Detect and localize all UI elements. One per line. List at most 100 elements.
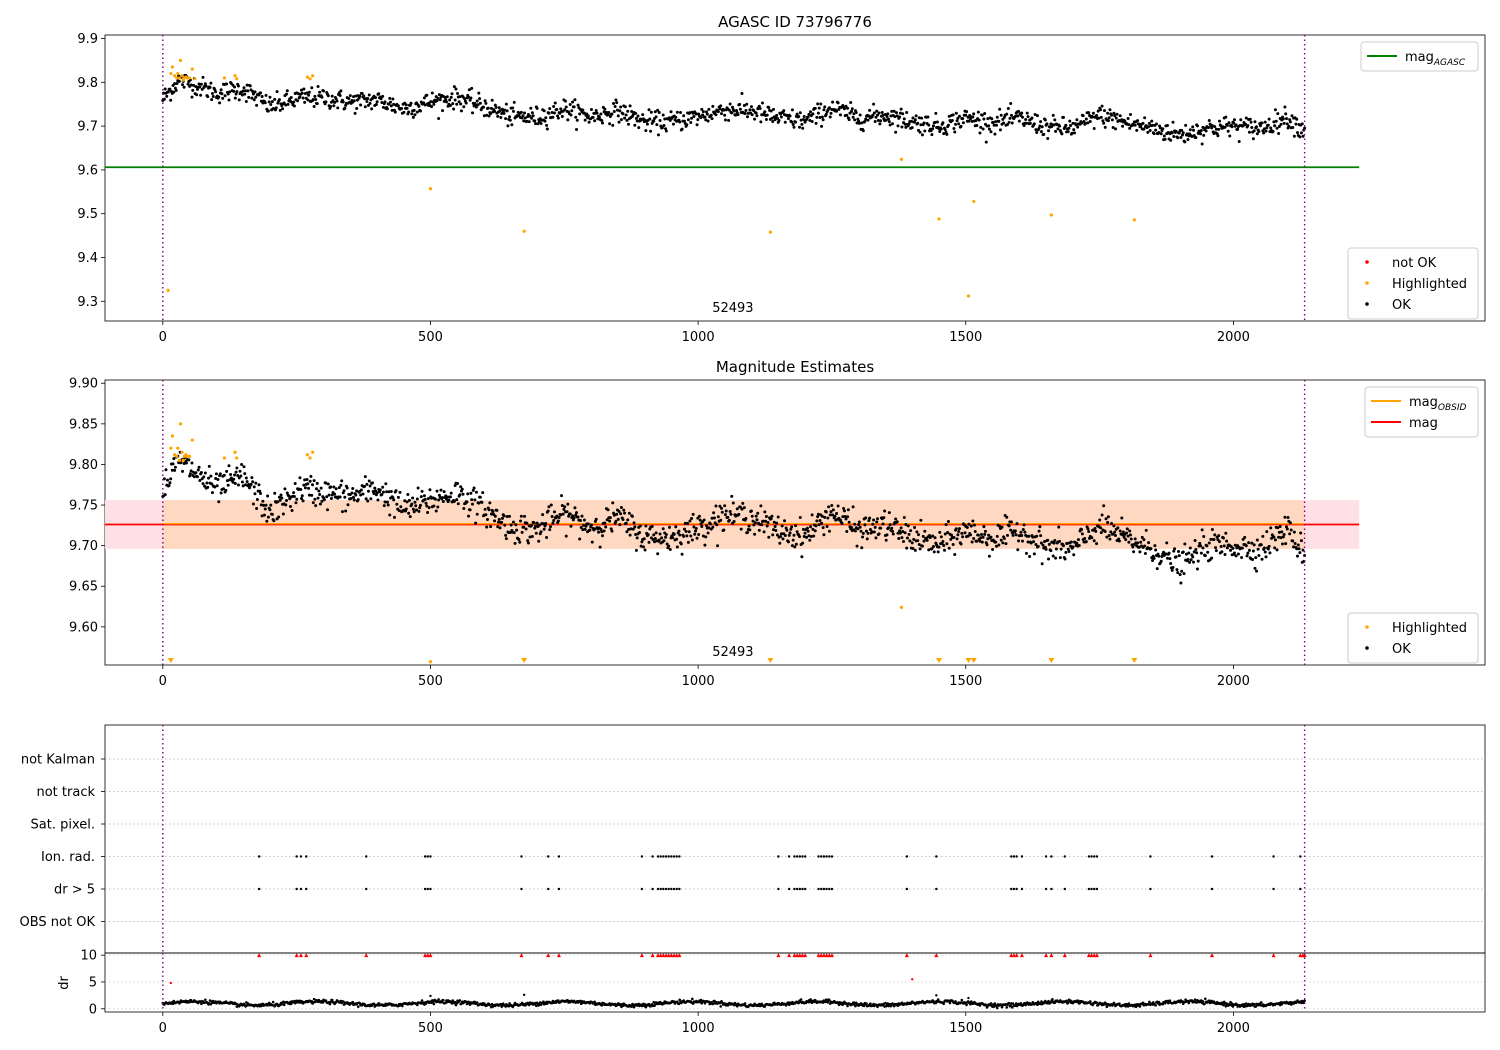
magnitude-estimates-panel: Magnitude Estimates 0 500 1000 1500 20009.60… [69, 358, 1486, 689]
agasc-highlighted-point [1049, 213, 1054, 217]
estimates-ok-point [481, 491, 485, 495]
agasc-ok-point [815, 115, 819, 119]
agasc-ok-point [251, 89, 255, 93]
estimates-ok-point [590, 540, 594, 544]
agasc-ok-point [1040, 125, 1044, 129]
dr-point [401, 1004, 404, 1008]
agasc-ok-point [1224, 115, 1228, 119]
agasc-ok-point [885, 114, 889, 118]
estimates-ok-point [380, 492, 384, 496]
agasc-ytick-label: 9.9 [77, 32, 98, 47]
agasc-ok-point [611, 123, 615, 127]
estimates-ok-point [1270, 536, 1274, 540]
flags-point [664, 887, 668, 891]
agasc-ok-point [922, 121, 926, 125]
agasc-ok-point [1080, 121, 1084, 125]
estimates-ok-point [354, 493, 358, 497]
estimates-ok-point [307, 493, 311, 497]
estimates-ok-point [1233, 543, 1237, 547]
estimates-ok-point [982, 525, 986, 529]
estimates-ok-point [416, 486, 420, 490]
estimates-ok-point [548, 528, 552, 532]
agasc-ok-point [1201, 125, 1205, 129]
agasc-ok-point [692, 115, 696, 119]
estimates-ok-point [255, 507, 259, 510]
agasc-highlighted-point [311, 74, 315, 78]
estimates-ok-point [539, 530, 543, 534]
estimates-ok-point [973, 529, 977, 533]
dr-point [884, 1001, 887, 1005]
agasc-ok-point [649, 129, 653, 133]
agasc-ok-point [689, 120, 693, 124]
agasc-ok-point [1165, 123, 1169, 127]
estimates-ok-point [1241, 537, 1245, 541]
estimates-ok-point [732, 520, 736, 524]
estimates-ok-point [1218, 540, 1221, 544]
estimates-ok-point [245, 480, 249, 484]
agasc-ok-point [511, 109, 515, 113]
estimates-ok-point [1269, 526, 1273, 530]
flags-point [793, 855, 796, 858]
estimates-ok-point [466, 492, 470, 496]
estimates-ok-point [456, 482, 460, 485]
estimates-ok-point [1126, 534, 1130, 538]
agasc-ok-point [722, 108, 726, 112]
dr-xtick-label: 0 [159, 1021, 167, 1036]
agasc-ok-point [1159, 132, 1163, 136]
estimates-ok-point [470, 498, 474, 502]
dr-point [442, 998, 445, 1002]
dr-point [437, 998, 440, 1001]
agasc-ok-point [572, 105, 576, 109]
agasc-ok-point [1216, 134, 1220, 138]
agasc-ok-point [886, 112, 890, 116]
estimates-ok-point [376, 498, 380, 502]
estimates-ok-point [798, 515, 802, 519]
agasc-ok-point [360, 91, 364, 95]
estimates-ok-point [805, 535, 809, 539]
agasc-ok-point [1086, 121, 1090, 125]
flags-point [822, 887, 826, 891]
estimates-ok-point [1046, 538, 1050, 542]
agasc-ok-point [1069, 123, 1073, 127]
estimates-ok-point [1255, 538, 1259, 542]
estimates-ok-point [1236, 552, 1240, 556]
estimates-ok-point [1273, 546, 1277, 550]
flags-point [365, 855, 368, 858]
dr-clipped-marker [556, 953, 561, 958]
agasc-ok-point [1028, 121, 1032, 125]
estimates-ok-point [579, 526, 583, 529]
agasc-ok-point [663, 117, 667, 121]
agasc-ok-point [1071, 121, 1075, 125]
flags-row-label: not track [36, 785, 95, 800]
dr-point [1088, 1000, 1092, 1003]
estimates-below-range-marker [970, 658, 977, 663]
agasc-ok-point [1072, 128, 1076, 132]
agasc-ok-point [214, 90, 218, 94]
agasc-ok-point [1110, 113, 1114, 117]
agasc-ok-point [644, 129, 648, 133]
estimates-ok-point [302, 483, 306, 487]
estimates-ok-point [684, 529, 688, 533]
estimates-ok-point [525, 521, 529, 525]
estimates-ok-point [1214, 549, 1218, 553]
dr-point [1244, 1002, 1248, 1005]
estimates-ok-point [1288, 521, 1292, 525]
estimates-ok-point [871, 522, 875, 526]
estimates-ok-point [207, 464, 211, 468]
estimates-ok-point [723, 513, 727, 517]
estimates-ok-point [372, 491, 376, 495]
agasc-ok-point [594, 109, 598, 113]
estimates-ok-point [891, 532, 895, 536]
agasc-ok-point [680, 127, 684, 131]
estimates-ok-point [557, 516, 561, 520]
dr-point [1047, 999, 1050, 1003]
agasc-ok-point [941, 121, 945, 125]
flags-point [257, 887, 261, 891]
estimates-ok-point [1047, 542, 1051, 546]
estimates-ok-point [1173, 547, 1177, 551]
agasc-ok-point [1084, 121, 1088, 125]
estimates-ok-point [1049, 549, 1053, 553]
estimates-ok-point [1280, 530, 1284, 534]
agasc-ok-point [218, 101, 222, 105]
estimates-ok-point [1143, 544, 1147, 548]
